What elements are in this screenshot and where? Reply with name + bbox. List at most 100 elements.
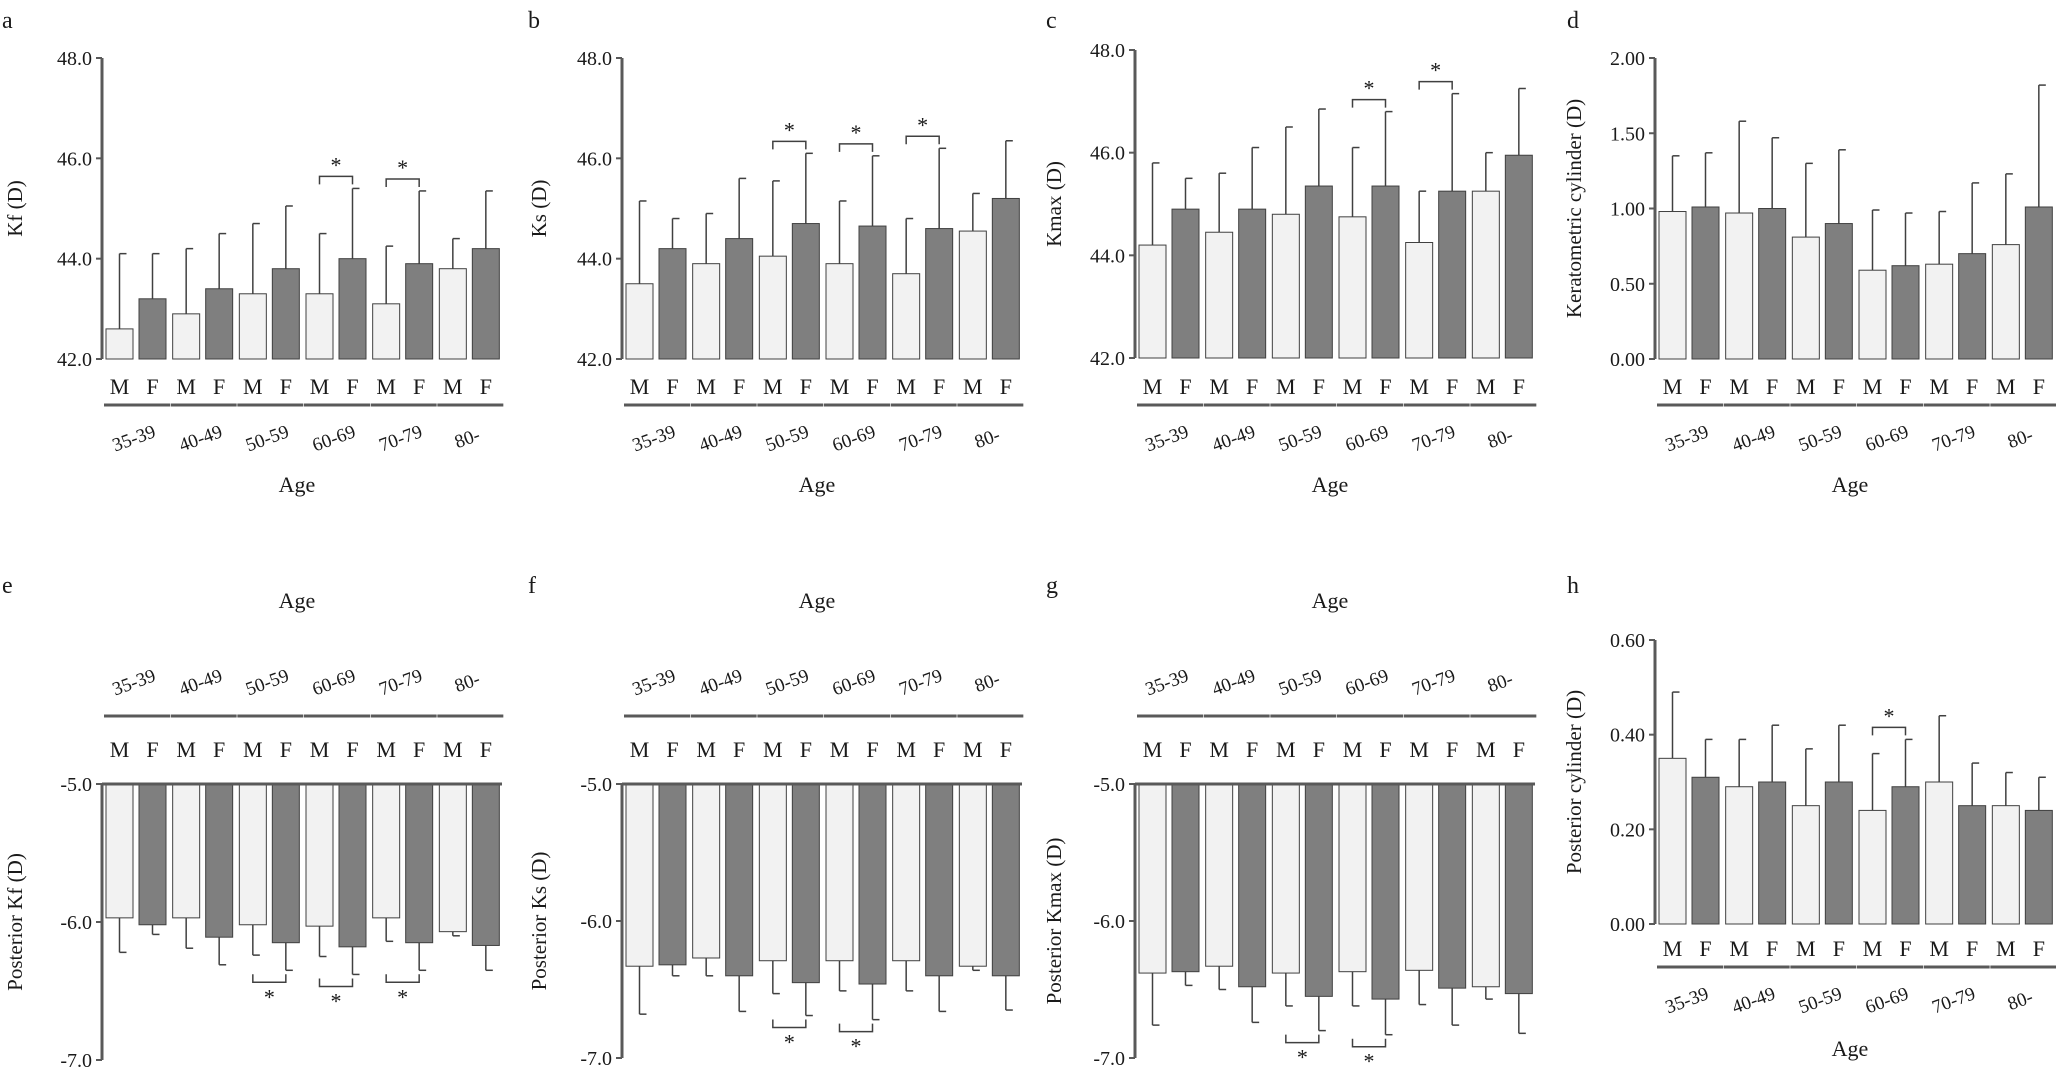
panel-label: h	[1567, 573, 1579, 599]
sex-label-f: F	[1766, 374, 1778, 399]
sex-label-m: M	[1476, 374, 1496, 399]
sex-label-m: M	[1663, 374, 1683, 399]
age-group-label: 60-69	[310, 665, 359, 700]
bar-male	[1138, 783, 1167, 974]
y-tick-label: 48.0	[1090, 40, 1125, 62]
y-tick-label: 48.0	[577, 48, 612, 70]
age-group-label: 60-69	[830, 421, 879, 456]
sex-label-f: F	[480, 737, 492, 762]
sex-label-m: M	[763, 737, 783, 762]
sex-label-m: M	[1729, 936, 1749, 961]
bar-female	[405, 263, 434, 360]
sex-label-m: M	[963, 737, 983, 762]
bar-male	[825, 783, 854, 962]
age-group-label: 70-79	[1409, 421, 1458, 456]
bar-female	[1504, 154, 1533, 359]
sex-label-m: M	[1209, 374, 1229, 399]
age-group-label: 50-59	[763, 421, 812, 456]
bar-female	[1304, 185, 1333, 359]
sex-label-m: M	[630, 737, 650, 762]
bar-female	[858, 783, 887, 985]
sex-label-f: F	[1379, 374, 1391, 399]
sex-label-m: M	[1996, 936, 2016, 961]
panel-label: a	[2, 8, 13, 34]
bar-male	[305, 293, 334, 360]
bar-female	[858, 225, 887, 360]
bar-female	[471, 248, 500, 360]
y-tick-label: 0.40	[1610, 725, 1645, 747]
significance-bracket	[1351, 98, 1387, 108]
age-group-label: 70-79	[896, 421, 945, 456]
bar-male	[372, 303, 401, 360]
bar-male	[1725, 212, 1754, 360]
bar-male	[1858, 809, 1887, 925]
bar-male	[1205, 783, 1234, 967]
sex-label-m: M	[1409, 737, 1429, 762]
sex-label-m: M	[1476, 737, 1496, 762]
significance-bracket	[772, 140, 807, 150]
bar-male	[1725, 786, 1754, 925]
bar-female	[205, 288, 234, 360]
sex-label-f: F	[800, 374, 812, 399]
significance-star: *	[397, 155, 408, 180]
age-group-label: 80-	[2005, 425, 2036, 453]
y-axis-label: Ks (D)	[527, 180, 551, 238]
bar-female	[1171, 208, 1200, 359]
age-group-label: 80-	[1485, 425, 1516, 453]
x-axis-label: Age	[1312, 472, 1349, 497]
bar-female	[338, 783, 367, 948]
sex-label-f: F	[1513, 374, 1525, 399]
y-tick-label: 42.0	[57, 349, 92, 371]
significance-bracket	[772, 1019, 807, 1029]
sex-label-m: M	[1796, 374, 1816, 399]
bar-male	[1991, 244, 2020, 360]
bar-male	[1205, 231, 1234, 359]
bar-male	[1405, 242, 1434, 359]
sex-label-f: F	[1000, 737, 1012, 762]
bar-female	[1958, 805, 1987, 925]
panel-label: b	[528, 8, 540, 34]
age-group-label: 35-39	[1143, 665, 1192, 700]
bar-female	[2024, 809, 2053, 925]
significance-star: *	[784, 1030, 795, 1055]
age-group-label: 35-39	[1663, 983, 1712, 1018]
y-tick-label: 0.50	[1610, 274, 1645, 296]
significance-star: *	[397, 984, 408, 1009]
sex-label-m: M	[896, 374, 916, 399]
bar-female	[138, 298, 167, 360]
age-group-label: 40-49	[1209, 421, 1258, 456]
bar-female	[1238, 783, 1267, 988]
bar-female	[925, 783, 954, 977]
y-axis-label: Kf (D)	[3, 180, 27, 237]
y-axis-label: Keratometric cylinder (D)	[1562, 99, 1586, 318]
sex-label-m: M	[1729, 374, 1749, 399]
bar-male	[625, 283, 654, 360]
sex-label-f: F	[146, 737, 158, 762]
bar-male	[958, 783, 987, 967]
age-group-label: 50-59	[1276, 665, 1325, 700]
x-axis-label: Age	[279, 588, 316, 613]
age-group-label: 50-59	[243, 421, 292, 456]
sex-label-f: F	[1246, 737, 1258, 762]
panel-a: aKf (D)42.044.046.048.0* *M F35-39M F40-49M…	[2, 8, 504, 497]
significance-bracket	[252, 974, 287, 984]
sex-label-f: F	[1246, 374, 1258, 399]
significance-bracket	[385, 974, 420, 984]
panel-label: c	[1046, 8, 1057, 34]
bar-male	[1658, 211, 1687, 360]
sex-label-f: F	[866, 374, 878, 399]
sex-label-f: F	[2033, 936, 2045, 961]
age-group-label: 40-49	[696, 421, 745, 456]
bar-female	[725, 783, 754, 977]
sex-label-f: F	[480, 374, 492, 399]
age-group-label: 40-49	[696, 665, 745, 700]
sex-label-f: F	[866, 737, 878, 762]
y-tick-label: 42.0	[1090, 348, 1125, 370]
bar-female	[1691, 776, 1720, 925]
y-tick-label: -7.0	[1093, 1048, 1125, 1070]
age-group-label: 60-69	[1343, 421, 1392, 456]
sex-label-f: F	[733, 737, 745, 762]
age-group-label: 40-49	[176, 421, 225, 456]
y-tick-label: -7.0	[580, 1048, 612, 1070]
